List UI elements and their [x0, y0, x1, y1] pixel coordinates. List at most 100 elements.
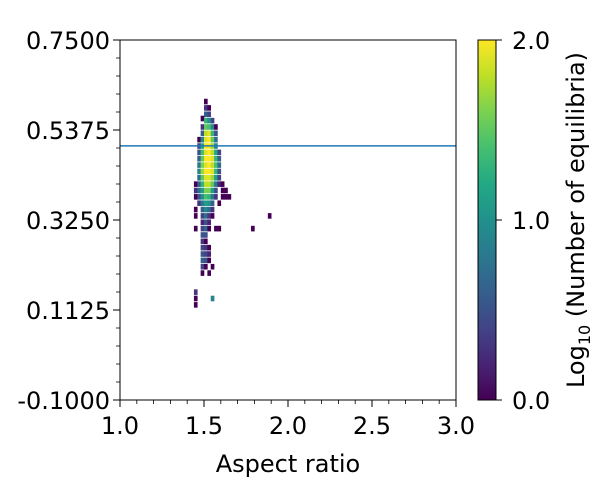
heatmap-cell — [204, 181, 208, 187]
heatmap-cell — [210, 175, 215, 181]
heatmap-cell — [207, 130, 212, 137]
heatmap-cell — [204, 257, 208, 264]
heatmap-cell — [204, 175, 208, 181]
heatmap-cell — [204, 238, 208, 245]
heatmap-cell — [210, 194, 215, 200]
colorbar-ticks: 0.0 1.0 2.0 — [496, 27, 550, 415]
heatmap-cell — [210, 117, 215, 124]
heatmap-cell — [197, 136, 201, 143]
colorbar-label-subscript: 10 — [575, 325, 594, 345]
colorbar-tick-label: 0.0 — [512, 387, 550, 415]
heatmap-cell — [197, 175, 201, 181]
heatmap-cell — [204, 244, 208, 251]
heatmap-cell — [210, 155, 215, 162]
heatmap-cell — [210, 124, 215, 130]
heatmap-cell — [217, 181, 222, 187]
colorbar-label-log: Log — [562, 345, 590, 388]
heatmap-cell — [204, 225, 208, 232]
plot-area: 1.0 1.5 2.0 2.5 3.0 -0.1000 0.1125 0.3250 0.537… — [17, 27, 475, 440]
x-axis-label: Aspect ratio — [216, 450, 361, 478]
x-axis-ticks: 1.0 1.5 2.0 2.5 3.0 — [101, 400, 475, 440]
heatmap-cell — [200, 155, 205, 162]
y-tick-label: 0.1125 — [26, 297, 110, 325]
heatmap-cell — [204, 117, 208, 124]
heatmap-cell — [207, 168, 212, 175]
heatmap-cell — [200, 270, 205, 276]
heatmap-cell — [210, 213, 215, 219]
heatmap-cell — [210, 200, 215, 206]
colorbar: 0.0 1.0 2.0 Log10 (Number of equilibria) — [477, 27, 594, 415]
x-tick-label: 1.5 — [185, 412, 223, 440]
colorbar-label: Log10 (Number of equilibria) — [562, 52, 594, 388]
heatmap-cell — [214, 181, 218, 187]
heatmap-cell — [200, 213, 205, 219]
heatmap-cell — [204, 136, 208, 143]
heatmap-cell — [197, 149, 201, 156]
heatmap-cell — [227, 194, 232, 200]
heatmap-cell — [217, 168, 222, 175]
heatmap-cell — [210, 149, 215, 156]
heatmap-cell — [193, 213, 198, 219]
heatmap-cell — [200, 244, 205, 251]
heatmap-cell — [207, 251, 212, 257]
y-tick-label: 0.3250 — [26, 207, 110, 235]
heatmap-cell — [200, 251, 205, 257]
heatmap-cell — [210, 162, 215, 168]
heatmap-cell — [197, 187, 201, 194]
heatmap-cell — [200, 181, 205, 187]
heatmap-cell — [217, 200, 222, 206]
heatmap-cell — [204, 232, 208, 238]
colorbar-gradient — [478, 40, 496, 400]
heatmap-cell — [200, 130, 205, 137]
heatmap-cell — [214, 194, 218, 200]
heatmap-cell — [214, 225, 218, 232]
heatmap-cell — [200, 187, 205, 194]
y-axis-ticks: -0.1000 0.1125 0.3250 0.5375 0.7500 — [17, 27, 120, 415]
heatmap-cell — [204, 98, 208, 105]
heatmap-cell — [207, 136, 212, 143]
heatmap-cell — [193, 181, 198, 187]
heatmap-cell — [207, 257, 212, 264]
heatmap-cells — [193, 98, 272, 308]
heatmap-cell — [204, 124, 208, 130]
x-tick-label: 3.0 — [437, 412, 475, 440]
heatmap-cell — [204, 111, 208, 118]
heatmap-cell — [210, 130, 215, 137]
heatmap-cell — [204, 168, 208, 175]
heatmap-cell — [217, 225, 222, 232]
heatmap-cell — [207, 270, 212, 276]
heatmap-cell — [210, 263, 215, 270]
heatmap-cell — [210, 136, 215, 143]
heatmap-cell — [210, 206, 215, 213]
heatmap-cell — [193, 295, 198, 302]
heatmap-cell — [193, 206, 198, 213]
heatmap-cell — [200, 257, 205, 264]
heatmap-cell — [217, 149, 222, 156]
heatmap-cell — [207, 175, 212, 181]
heatmap-cell — [214, 136, 218, 143]
heatmap-cell — [210, 295, 215, 302]
heatmap-cell — [200, 162, 205, 168]
heatmap-cell — [204, 263, 208, 270]
heatmap-cell — [220, 194, 225, 200]
heatmap-cell — [207, 244, 212, 251]
heatmap-cell — [204, 219, 208, 226]
heatmap-cell — [207, 225, 212, 232]
heatmap-cell — [204, 251, 208, 257]
heatmap-cell — [197, 162, 201, 168]
heatmap-cell — [204, 155, 208, 162]
heatmap-cell — [207, 200, 212, 206]
heatmap-cell — [200, 115, 205, 122]
heatmap-cell — [204, 206, 208, 213]
heatmap-cell — [217, 175, 222, 181]
heatmap-cell — [200, 168, 205, 175]
heatmap-cell — [193, 194, 198, 200]
heatmap-cell — [204, 105, 208, 111]
y-tick-label: 0.7500 — [26, 27, 110, 55]
heatmap-cell — [204, 200, 208, 206]
heatmap-cell — [214, 187, 218, 194]
heatmap-cell — [207, 206, 212, 213]
heatmap-cell — [214, 175, 218, 181]
heatmap-cell — [204, 149, 208, 156]
